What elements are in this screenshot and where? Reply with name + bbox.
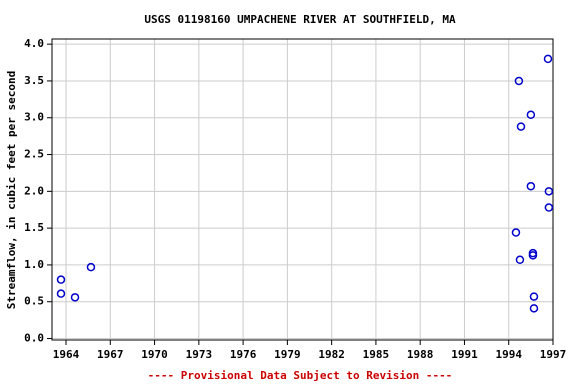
footnote: ---- Provisional Data Subject to Revisio… xyxy=(148,369,453,382)
chart-title: USGS 01198160 UMPACHENE RIVER AT SOUTHFI… xyxy=(144,13,456,26)
y-tick-label: 2.5 xyxy=(24,148,44,161)
data-point xyxy=(514,76,524,86)
x-tick-label: 1994 xyxy=(495,348,522,361)
x-tick-label: 1976 xyxy=(230,348,257,361)
x-tick-label: 1985 xyxy=(363,348,390,361)
data-point xyxy=(526,181,536,191)
x-tick-label: 1964 xyxy=(53,348,80,361)
y-tick-label: 2.0 xyxy=(24,184,44,197)
x-tick-label: 1973 xyxy=(186,348,213,361)
data-point xyxy=(70,293,80,302)
x-tick-label: 1997 xyxy=(540,348,567,361)
y-tick-label: 1.0 xyxy=(24,258,44,271)
data-point xyxy=(56,289,66,298)
x-tick-label: 1979 xyxy=(274,348,301,361)
data-point xyxy=(516,122,526,131)
data-point xyxy=(56,275,66,284)
plot-frame xyxy=(51,38,554,341)
data-point xyxy=(529,292,539,301)
data-point xyxy=(529,304,539,313)
data-point xyxy=(528,251,538,260)
data-point xyxy=(515,255,525,265)
y-tick-label: 0.0 xyxy=(24,332,44,345)
x-tick-label: 1982 xyxy=(318,348,345,361)
data-point xyxy=(544,203,554,212)
x-tick-label: 1988 xyxy=(407,348,434,361)
y-tick-label: 4.0 xyxy=(24,37,44,50)
y-axis-label: Streamflow, in cubic feet per second xyxy=(5,71,18,309)
x-tick-label: 1967 xyxy=(97,348,124,361)
y-tick-label: 0.5 xyxy=(24,295,44,308)
y-tick-label: 3.0 xyxy=(24,111,44,124)
data-point xyxy=(511,228,521,237)
y-tick-label: 1.5 xyxy=(24,221,44,234)
data-point xyxy=(86,262,96,272)
data-point xyxy=(544,187,554,196)
data-point xyxy=(526,110,536,120)
y-tick-label: 3.5 xyxy=(24,74,44,87)
x-tick-label: 1970 xyxy=(141,348,168,361)
x-tick-label: 1991 xyxy=(451,348,478,361)
data-point xyxy=(543,54,553,64)
